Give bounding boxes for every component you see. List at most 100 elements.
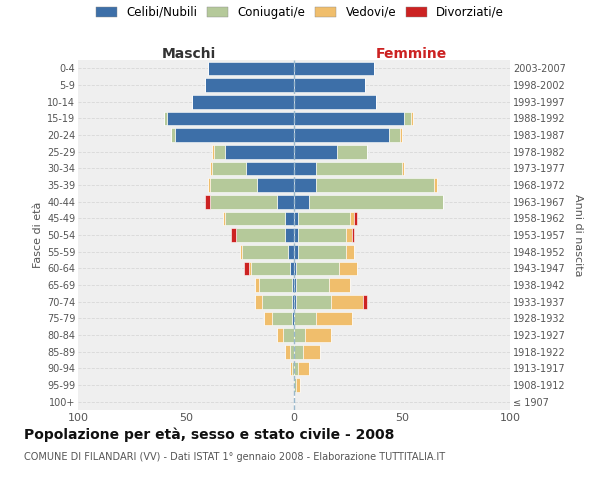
Bar: [294, 262, 296, 275]
Bar: [262, 295, 292, 308]
Bar: [294, 78, 365, 92]
Bar: [277, 195, 294, 208]
Bar: [316, 178, 434, 192]
Bar: [296, 378, 301, 392]
Bar: [248, 262, 251, 275]
Bar: [212, 145, 214, 158]
Bar: [404, 112, 410, 125]
Bar: [402, 162, 404, 175]
Bar: [329, 278, 350, 292]
Text: Popolazione per età, sesso e stato civile - 2008: Popolazione per età, sesso e stato civil…: [24, 428, 394, 442]
Bar: [294, 362, 298, 375]
Bar: [244, 262, 248, 275]
Bar: [294, 178, 316, 192]
Bar: [294, 162, 316, 175]
Bar: [352, 228, 355, 242]
Bar: [316, 162, 402, 175]
Bar: [264, 312, 272, 325]
Bar: [294, 345, 302, 358]
Bar: [210, 195, 277, 208]
Bar: [272, 312, 292, 325]
Bar: [296, 278, 329, 292]
Bar: [294, 95, 376, 108]
Bar: [294, 245, 298, 258]
Bar: [290, 362, 292, 375]
Bar: [225, 145, 294, 158]
Bar: [257, 178, 294, 192]
Bar: [294, 228, 298, 242]
Text: Femmine: Femmine: [376, 47, 446, 61]
Bar: [214, 145, 225, 158]
Bar: [305, 328, 331, 342]
Bar: [292, 362, 294, 375]
Bar: [294, 112, 404, 125]
Bar: [259, 278, 292, 292]
Bar: [193, 95, 294, 108]
Bar: [296, 262, 340, 275]
Bar: [251, 262, 290, 275]
Bar: [242, 245, 287, 258]
Legend: Celibi/Nubili, Coniugati/e, Vedovi/e, Divorziati/e: Celibi/Nubili, Coniugati/e, Vedovi/e, Di…: [96, 6, 504, 19]
Bar: [346, 228, 352, 242]
Bar: [309, 195, 443, 208]
Bar: [292, 312, 294, 325]
Bar: [337, 145, 367, 158]
Bar: [294, 312, 316, 325]
Bar: [210, 162, 212, 175]
Text: Maschi: Maschi: [162, 47, 216, 61]
Bar: [302, 345, 320, 358]
Bar: [434, 178, 437, 192]
Bar: [286, 228, 294, 242]
Bar: [389, 128, 400, 142]
Bar: [290, 345, 294, 358]
Bar: [350, 212, 355, 225]
Bar: [247, 162, 294, 175]
Bar: [294, 278, 296, 292]
Bar: [298, 228, 346, 242]
Bar: [287, 245, 294, 258]
Bar: [294, 145, 337, 158]
Bar: [294, 195, 309, 208]
Bar: [298, 212, 350, 225]
Bar: [316, 312, 352, 325]
Bar: [240, 245, 242, 258]
Bar: [331, 295, 363, 308]
Bar: [292, 295, 294, 308]
Bar: [232, 228, 236, 242]
Bar: [286, 212, 294, 225]
Bar: [294, 328, 305, 342]
Bar: [223, 212, 225, 225]
Bar: [212, 162, 247, 175]
Bar: [255, 278, 259, 292]
Bar: [255, 295, 262, 308]
Bar: [410, 112, 413, 125]
Bar: [175, 128, 294, 142]
Bar: [296, 295, 331, 308]
Bar: [171, 128, 175, 142]
Bar: [290, 262, 294, 275]
Bar: [346, 245, 355, 258]
Bar: [363, 295, 367, 308]
Bar: [167, 112, 294, 125]
Bar: [294, 62, 374, 75]
Bar: [298, 362, 309, 375]
Bar: [294, 295, 296, 308]
Bar: [205, 78, 294, 92]
Bar: [208, 178, 210, 192]
Bar: [294, 212, 298, 225]
Bar: [277, 328, 283, 342]
Bar: [340, 262, 356, 275]
Bar: [164, 112, 167, 125]
Bar: [208, 62, 294, 75]
Bar: [294, 378, 296, 392]
Bar: [294, 128, 389, 142]
Bar: [283, 328, 294, 342]
Bar: [225, 212, 286, 225]
Bar: [210, 178, 257, 192]
Bar: [205, 195, 210, 208]
Bar: [292, 278, 294, 292]
Text: COMUNE DI FILANDARI (VV) - Dati ISTAT 1° gennaio 2008 - Elaborazione TUTTITALIA.: COMUNE DI FILANDARI (VV) - Dati ISTAT 1°…: [24, 452, 445, 462]
Bar: [400, 128, 402, 142]
Bar: [286, 345, 290, 358]
Y-axis label: Fasce di età: Fasce di età: [32, 202, 43, 268]
